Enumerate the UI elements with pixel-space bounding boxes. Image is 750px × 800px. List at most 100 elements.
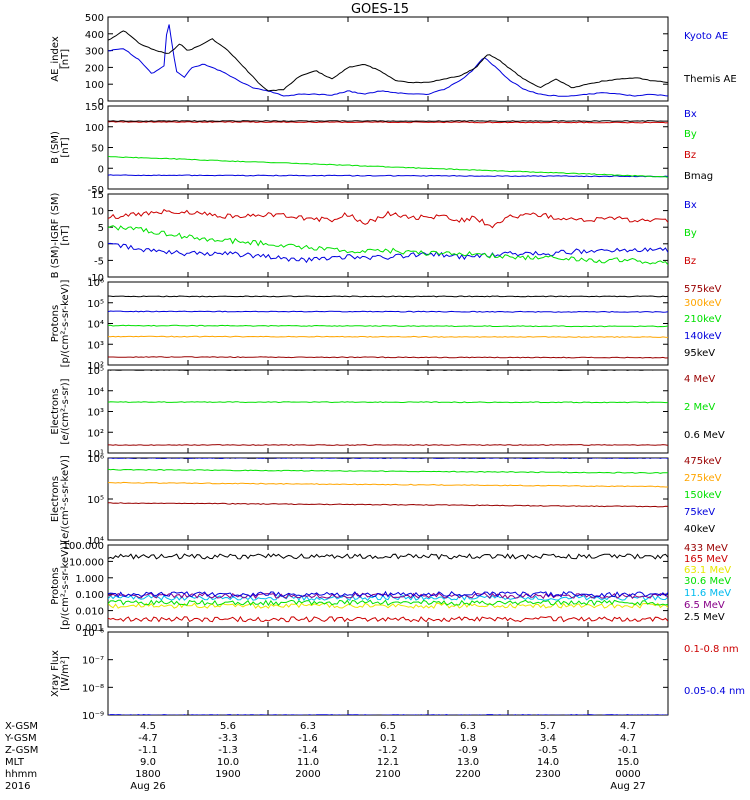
y-tick-label: 100.000	[63, 541, 104, 552]
series-line-bz	[108, 208, 668, 229]
legend-label: 150keV	[684, 490, 722, 501]
x-axis-value: -0.5	[538, 745, 558, 756]
panel-6: 10⁴ 10⁵ 10⁶ Electrons [e/(cm²-s-sr-keV)] 475k…	[50, 454, 722, 547]
x-axis-value: 2200	[455, 769, 480, 780]
series-line-150kev	[108, 468, 668, 474]
y-tick-label: 10⁴	[87, 320, 104, 331]
legend-label: 300keV	[684, 298, 722, 309]
x-axis-row-label: Y-GSM	[4, 733, 37, 744]
x-axis-value: 1900	[215, 769, 240, 780]
panel-frame	[107, 193, 669, 278]
legend-label: 275keV	[684, 473, 722, 484]
y-tick-label: 200	[85, 63, 104, 74]
y-tick-label: 5	[98, 223, 104, 234]
x-axis-value: -1.4	[298, 745, 318, 756]
x-axis-value: 6.3	[300, 721, 316, 732]
series-line-bz	[108, 120, 668, 124]
y-axis-label: Xray Flux	[50, 650, 61, 697]
y-tick-label: -50	[88, 185, 104, 196]
x-axis-value: -4.7	[138, 733, 158, 744]
legend-label: 433 MeV	[684, 543, 728, 554]
series-line-75kev	[108, 458, 668, 459]
series-line-0-05-0-4-nm	[108, 714, 668, 715]
y-tick-label: -10	[88, 273, 104, 284]
y-axis-label: [p/(cm²-s-sr-keV)]	[60, 542, 71, 630]
x-axis-date: Aug 26	[130, 781, 165, 792]
legend-label: Themis AE	[683, 74, 737, 85]
legend-label: Bmag	[684, 171, 713, 182]
legend-label: 210keV	[684, 314, 722, 325]
y-tick-label: 300	[85, 47, 104, 58]
series-line-275kev	[108, 481, 668, 488]
y-axis-label: [p/(cm²-s-sr-keV)]	[60, 280, 71, 368]
series-line-300kev	[108, 335, 668, 338]
x-axis-value: 4.7	[620, 721, 636, 732]
panel-4: 10² 10³ 10⁴ 10⁵ 10⁶ Protons [p/(cm²-s-sr-keV)]…	[50, 278, 722, 372]
series-line-0-6-mev	[108, 370, 668, 371]
y-tick-label: 10.000	[69, 557, 104, 568]
panel-2: -50 0 50 100 150 B (SM) [nT] Bx By Bz Bmag	[50, 102, 713, 196]
legend-label: 6.5 MeV	[684, 600, 725, 611]
series-line-bx	[108, 242, 668, 264]
x-axis-value: 13.0	[457, 757, 479, 768]
legend-label: By	[684, 228, 697, 239]
series-line-2-mev	[108, 401, 668, 404]
series-line-4-mev	[108, 444, 668, 446]
x-axis-value: 1.8	[460, 733, 476, 744]
x-axis-row-label: 2016	[5, 781, 30, 792]
y-tick-label: 0.100	[75, 590, 104, 601]
x-axis-value: 14.0	[537, 757, 559, 768]
legend-label: 40keV	[684, 524, 715, 535]
series-line-bx	[108, 174, 668, 178]
y-tick-label: 150	[85, 102, 104, 113]
x-axis-value: 6.5	[380, 721, 396, 732]
x-axis-value: 5.6	[220, 721, 236, 732]
x-axis-value: 11.0	[297, 757, 319, 768]
panel-1: 0 100 200 300 400 500 AE_index [nT] Kyoto AE Them…	[50, 13, 737, 108]
y-tick-label: 10²	[87, 428, 104, 439]
series-line-475kev	[108, 502, 668, 508]
y-tick-label: 10⁶	[87, 278, 104, 289]
series-line-210kev	[108, 324, 668, 328]
series-line-140kev	[108, 310, 668, 313]
y-axis-label: [W/m²]	[60, 656, 71, 691]
y-axis-label: [nT]	[60, 49, 71, 69]
series-line-2-5-mev	[108, 590, 668, 598]
y-axis-label: [e/(cm²-s-sr-keV)]	[60, 455, 71, 543]
legend-label: 2 MeV	[684, 402, 715, 413]
x-axis-value: 4.5	[140, 721, 156, 732]
y-tick-label: 10¹	[87, 449, 104, 460]
x-axis-value: -1.6	[298, 733, 318, 744]
y-tick-label: 500	[85, 13, 104, 24]
legend-label: 4 MeV	[684, 374, 715, 385]
y-tick-label: 10²	[87, 361, 104, 372]
x-axis-value: -1.3	[218, 745, 238, 756]
y-tick-label: 10⁻⁷	[82, 656, 104, 667]
x-axis-value: 2100	[375, 769, 400, 780]
x-axis-value: 5.7	[540, 721, 556, 732]
y-axis-label: Protons	[50, 567, 61, 604]
series-line-bmag	[108, 120, 668, 122]
series-line-30-6-mev	[108, 599, 668, 607]
legend-label: 95keV	[684, 348, 715, 359]
series-line-433-mev	[108, 553, 668, 560]
y-tick-label: 0.010	[75, 607, 104, 618]
x-axis-value: 4.7	[620, 733, 636, 744]
x-axis-value: -0.9	[458, 745, 478, 756]
legend-label: 75keV	[684, 507, 715, 518]
legend-label: Bz	[684, 256, 696, 267]
y-axis-label: Electrons	[50, 476, 61, 522]
series-line-by	[108, 225, 668, 266]
series-line-kyoto-ae	[108, 24, 668, 97]
y-tick-label: 10⁻⁹	[82, 711, 104, 722]
y-tick-label: 50	[91, 144, 104, 155]
series-line-95kev	[108, 295, 668, 298]
y-axis-label: Protons	[50, 305, 61, 342]
y-tick-label: 100	[85, 80, 104, 91]
series-line-575kev	[108, 356, 668, 359]
y-axis-label: AE_index	[50, 36, 61, 82]
y-tick-label: 10⁵	[87, 299, 104, 310]
x-axis-value: 3.4	[540, 733, 556, 744]
x-axis-row-label: MLT	[5, 757, 25, 768]
